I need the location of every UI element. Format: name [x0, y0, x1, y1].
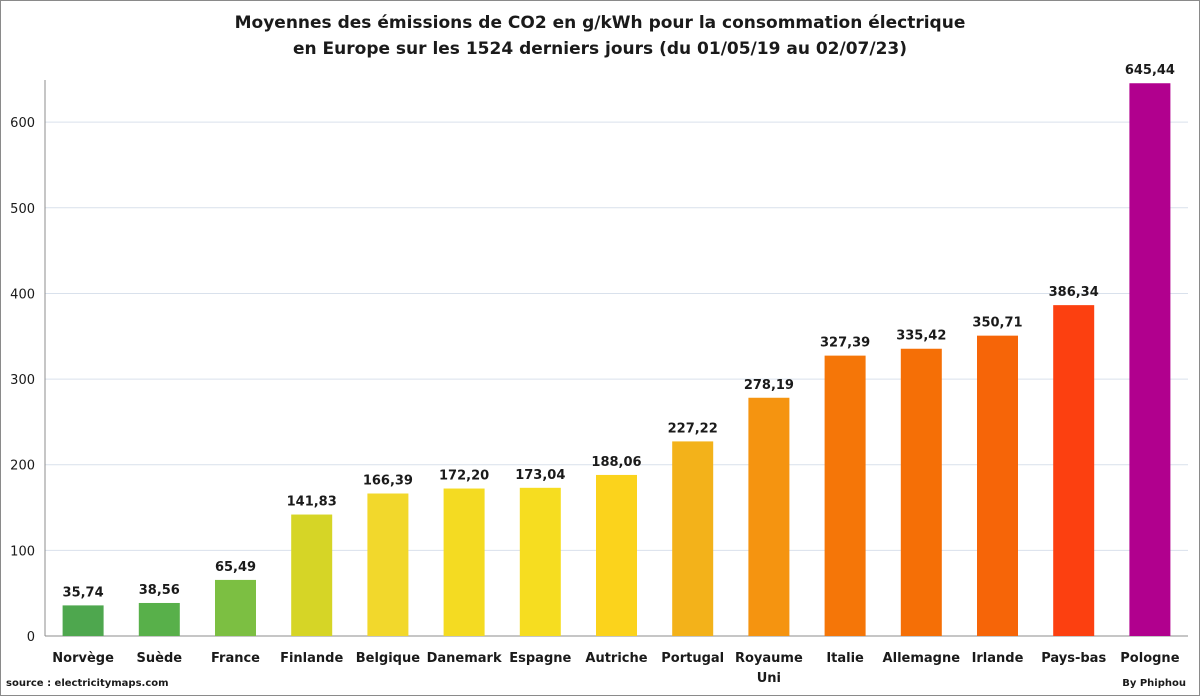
- y-tick-label: 600: [10, 116, 35, 131]
- x-tick-label: Finlande: [280, 651, 343, 666]
- x-tick-label: Uni: [757, 671, 781, 686]
- data-label: 188,06: [591, 455, 641, 470]
- x-tick-label: Espagne: [509, 651, 571, 666]
- x-tick-label: Belgique: [356, 651, 421, 666]
- y-tick-label: 200: [10, 459, 35, 474]
- data-label: 173,04: [515, 468, 565, 483]
- data-label: 645,44: [1125, 63, 1175, 78]
- bar: [1053, 305, 1095, 636]
- bar: [900, 348, 942, 636]
- data-label: 227,22: [668, 421, 718, 436]
- source-note: source : electricitymaps.com: [6, 678, 169, 689]
- y-tick-label: 100: [10, 544, 35, 559]
- x-tick-label: Italie: [826, 651, 864, 666]
- bar: [62, 605, 104, 636]
- x-tick-label: Portugal: [661, 651, 724, 666]
- data-label: 278,19: [744, 378, 794, 393]
- x-tick-label: Pologne: [1120, 651, 1179, 666]
- chart-subtitle: en Europe sur les 1524 derniers jours (d…: [292, 39, 907, 59]
- data-label: 172,20: [439, 469, 489, 484]
- bar: [138, 602, 180, 636]
- bar: [291, 514, 333, 636]
- y-tick-label: 0: [27, 630, 35, 645]
- data-label: 141,83: [287, 495, 337, 510]
- bar: [443, 488, 485, 636]
- x-tick-label: Danemark: [427, 651, 502, 666]
- x-tick-label: Autriche: [585, 651, 647, 666]
- bar: [596, 474, 637, 636]
- chart-title: Moyennes des émissions de CO2 en g/kWh p…: [234, 13, 966, 33]
- y-tick-label: 500: [10, 202, 35, 217]
- bar: [977, 335, 1018, 636]
- x-tick-label: Suède: [137, 651, 183, 666]
- x-tick-label: Royaume: [735, 651, 803, 666]
- bar: [748, 397, 790, 636]
- y-tick-label: 300: [10, 373, 35, 388]
- y-tick-label: 400: [10, 287, 35, 302]
- bar: [1129, 83, 1171, 637]
- x-tick-label: Pays-bas: [1041, 651, 1106, 666]
- data-label: 166,39: [363, 474, 413, 489]
- x-tick-label: Allemagne: [883, 651, 961, 666]
- data-label: 38,56: [139, 583, 180, 598]
- x-tick-label: France: [211, 651, 260, 666]
- bar: [519, 487, 561, 636]
- data-label: 335,42: [896, 329, 946, 344]
- x-tick-label: Norvège: [52, 651, 114, 666]
- author-credit: By Phiphou: [1122, 678, 1186, 689]
- bar: [215, 579, 256, 636]
- bar: [824, 355, 866, 636]
- data-label: 350,71: [972, 316, 1022, 331]
- data-label: 327,39: [820, 336, 870, 351]
- data-label: 65,49: [215, 560, 256, 575]
- data-label: 35,74: [63, 585, 104, 600]
- data-label: 386,34: [1049, 285, 1099, 300]
- x-tick-label: Irlande: [972, 651, 1024, 666]
- bar: [367, 493, 409, 636]
- chart-title-block: Moyennes des émissions de CO2 en g/kWh p…: [0, 10, 1200, 62]
- bar: [672, 441, 714, 636]
